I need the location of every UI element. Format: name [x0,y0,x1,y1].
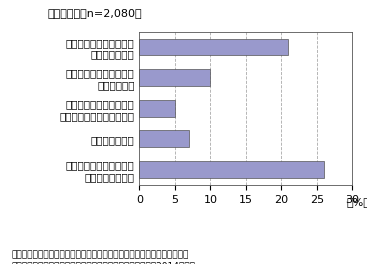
X-axis label: （%）: （%） [347,197,367,207]
Bar [139,69,210,86]
Bar [139,130,189,147]
Bar [139,39,288,55]
Text: 資料：帝国データバンク「通商政策の検討のための我が国企業の海外展開
　　の実態と国内事業に与える影響に関するアンケート」（2014年）か
　　ら作成: 資料：帝国データバンク「通商政策の検討のための我が国企業の海外展開 の実態と国内… [11,251,195,264]
Bar [139,100,175,117]
Text: （複数回答、n=2,080）: （複数回答、n=2,080） [48,8,142,18]
Bar [139,161,324,178]
